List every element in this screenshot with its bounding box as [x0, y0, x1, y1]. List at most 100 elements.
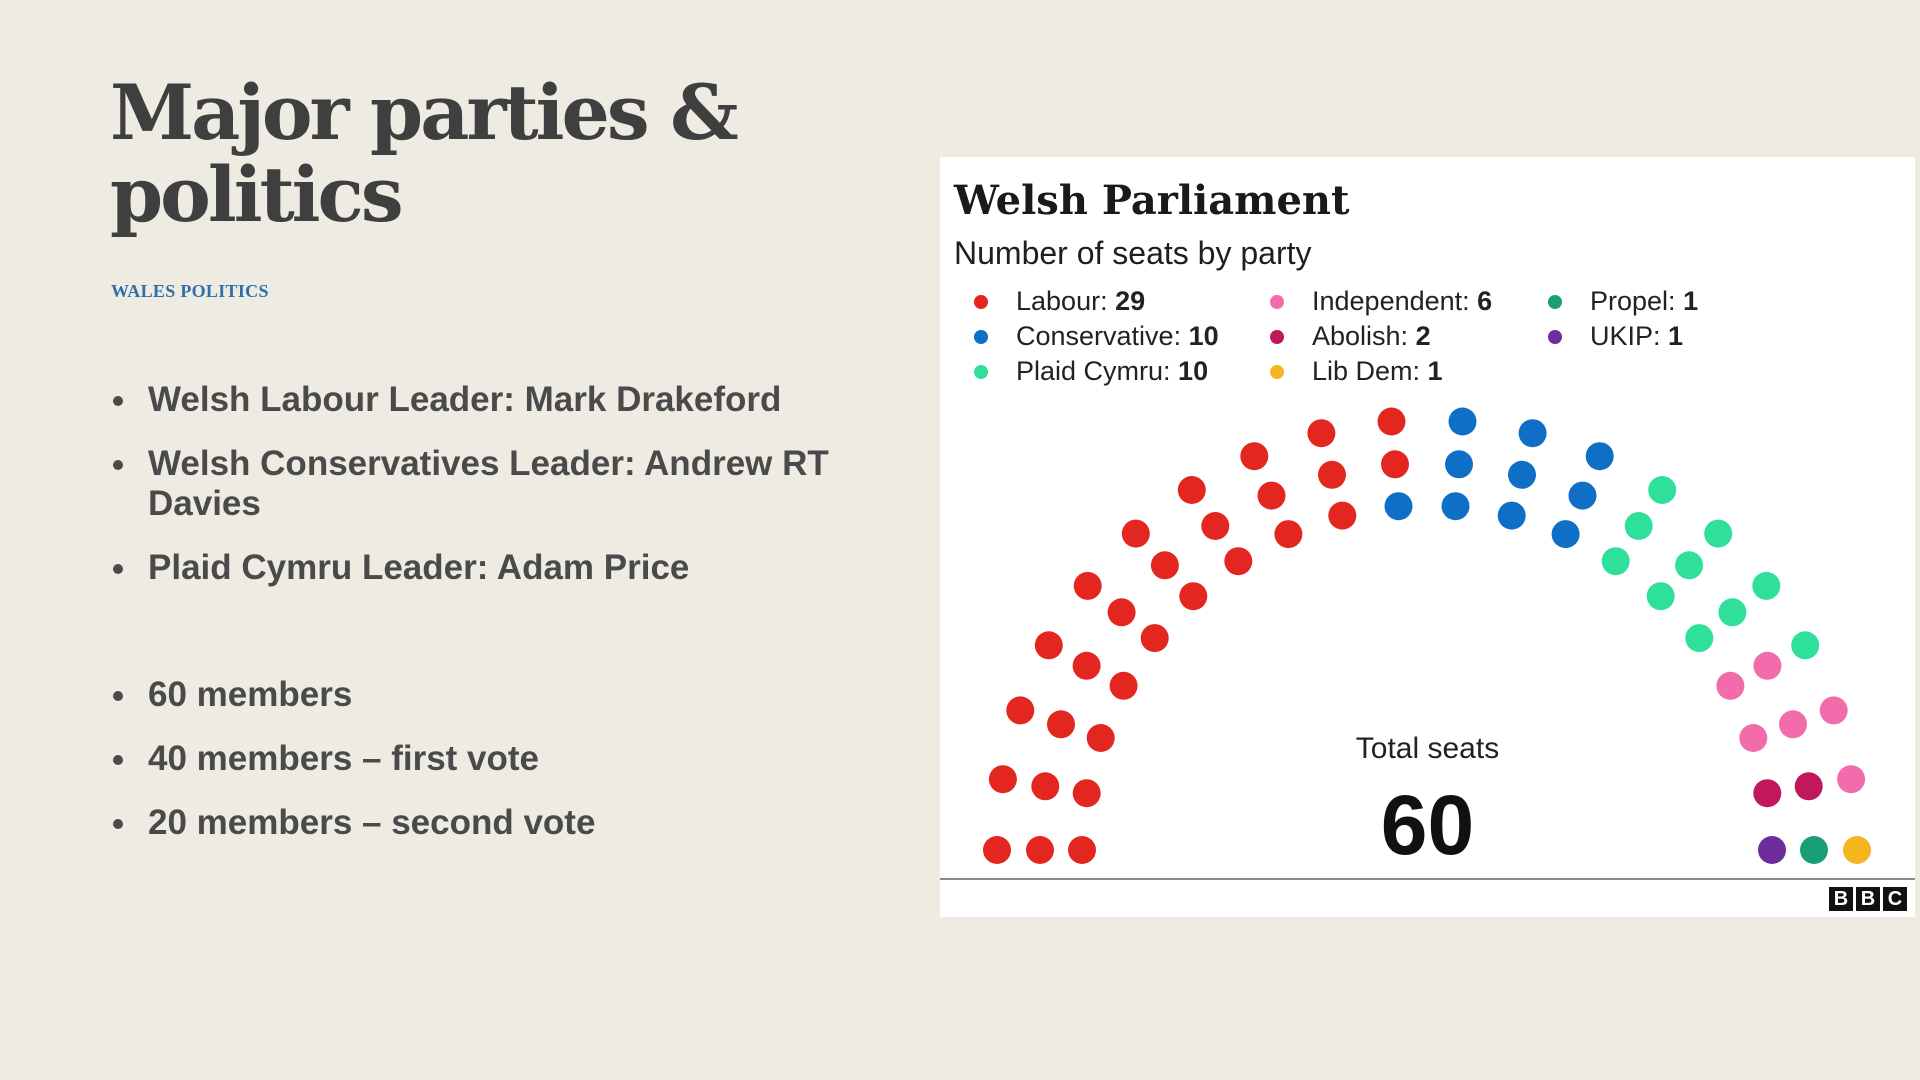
total-seats-value: 60 — [1380, 778, 1475, 872]
legend-item: Lib Dem: 1 — [1270, 354, 1492, 389]
seat-marker — [1568, 481, 1597, 510]
seat-marker — [1150, 551, 1179, 580]
list-item: 40 members – first vote — [110, 739, 830, 779]
seat-marker — [1648, 476, 1677, 504]
legend-seat-count: 1 — [1668, 321, 1684, 351]
seat-marker — [1224, 547, 1253, 576]
leaders-list: Welsh Labour Leader: Mark Drakeford Wels… — [110, 380, 830, 612]
seat-marker — [1274, 520, 1303, 549]
seat-marker — [1448, 407, 1477, 436]
bbc-logo-letter: B — [1856, 887, 1880, 911]
legend-party-name: Plaid Cymru: — [1016, 356, 1179, 386]
seat-marker — [1201, 512, 1230, 540]
slide-title-line-2: politics — [110, 150, 404, 239]
seat-marker — [1307, 419, 1336, 448]
total-seats-label: Total seats — [1355, 732, 1500, 765]
legend-party-name: Labour: — [1016, 286, 1116, 316]
seat-marker — [1109, 671, 1138, 700]
seat-marker — [1837, 765, 1866, 794]
legend-item: Conservative: 10 — [974, 319, 1219, 354]
seat-marker — [1752, 571, 1781, 600]
legend-seat-count: 10 — [1178, 356, 1209, 386]
seat-marker — [1257, 481, 1286, 510]
chart-baseline — [940, 878, 1915, 880]
legend-item: Abolish: 2 — [1270, 319, 1492, 354]
seat-marker — [1031, 772, 1060, 801]
legend-dot-icon — [1270, 330, 1284, 344]
seat-marker — [1441, 492, 1470, 521]
seat-marker — [1072, 651, 1101, 680]
list-item: 20 members – second vote — [110, 803, 830, 843]
legend-dot-icon — [1548, 295, 1562, 309]
parliament-chart-card: Welsh Parliament Number of seats by part… — [940, 157, 1915, 917]
seat-marker — [1034, 631, 1063, 660]
legend-item: Labour: 29 — [974, 284, 1219, 319]
seat-marker — [1518, 419, 1547, 448]
list-item: Plaid Cymru Leader: Adam Price — [110, 548, 830, 588]
seat-marker — [1675, 551, 1704, 580]
seat-marker — [1140, 624, 1169, 653]
seat-marker — [1047, 710, 1075, 739]
seat-marker — [1819, 696, 1848, 725]
seat-marker — [1704, 519, 1733, 548]
seat-marker — [1072, 779, 1101, 808]
list-item: 60 members — [110, 675, 830, 715]
seat-marker — [1753, 651, 1782, 680]
seat-marker — [1508, 460, 1536, 489]
seat-marker — [1624, 512, 1653, 540]
section-tag: WALES POLITICS — [111, 281, 269, 301]
parliament-seat-chart — [983, 407, 1871, 864]
seat-marker — [1716, 671, 1745, 700]
seat-marker — [1685, 624, 1714, 653]
seat-marker — [1843, 836, 1871, 864]
seat-marker — [988, 765, 1017, 794]
bbc-logo: B B C — [1829, 887, 1907, 911]
seat-marker — [1718, 598, 1747, 627]
seat-marker — [1328, 501, 1357, 530]
seat-marker — [1384, 492, 1413, 521]
legend-party-name: Conservative: — [1016, 321, 1189, 351]
bbc-logo-letter: C — [1883, 887, 1907, 911]
seat-marker — [1179, 582, 1208, 611]
seat-marker — [1107, 598, 1136, 627]
legend-seat-count: 1 — [1427, 356, 1443, 386]
legend-dot-icon — [974, 365, 988, 379]
legend-party-name: Independent: — [1312, 286, 1478, 316]
list-item: Welsh Conservatives Leader: Andrew RT Da… — [110, 444, 830, 524]
seat-marker — [1753, 779, 1782, 808]
seat-marker — [1073, 571, 1102, 600]
legend-item: Propel: 1 — [1548, 284, 1698, 319]
seat-marker — [1381, 450, 1409, 479]
legend-dot-icon — [1270, 365, 1284, 379]
seat-marker — [1758, 836, 1786, 864]
legend-column: Independent: 6 Abolish: 2 Lib Dem: 1 — [1270, 284, 1492, 389]
slide-title: Major parties & politics — [110, 72, 870, 236]
seat-marker — [1497, 501, 1526, 530]
seat-marker — [983, 836, 1011, 864]
seat-marker — [1445, 450, 1473, 479]
seat-marker — [1068, 836, 1096, 864]
seat-marker — [1779, 710, 1807, 739]
legend-party-name: Propel: — [1590, 286, 1684, 316]
legend-dot-icon — [1548, 330, 1562, 344]
seat-marker — [1318, 460, 1346, 489]
seat-marker — [1601, 547, 1630, 576]
seat-marker — [1121, 519, 1150, 548]
seat-marker — [1377, 407, 1406, 436]
legend-seat-count: 2 — [1415, 321, 1431, 351]
legend-dot-icon — [1270, 295, 1284, 309]
legend-party-name: Abolish: — [1312, 321, 1416, 351]
bbc-logo-letter: B — [1829, 887, 1853, 911]
slide-title-line-1: Major parties & — [110, 68, 739, 157]
seat-marker — [1794, 772, 1823, 801]
legend-item: UKIP: 1 — [1548, 319, 1698, 354]
legend-seat-count: 6 — [1477, 286, 1493, 316]
legend-seat-count: 10 — [1188, 321, 1219, 351]
seat-marker — [1800, 836, 1828, 864]
list-item: Welsh Labour Leader: Mark Drakeford — [110, 380, 830, 420]
legend-party-name: UKIP: — [1590, 321, 1669, 351]
chart-title: Welsh Parliament — [954, 177, 1350, 224]
seat-marker — [1791, 631, 1820, 660]
legend-column: Propel: 1 UKIP: 1 — [1548, 284, 1698, 354]
chart-subtitle: Number of seats by party — [954, 235, 1312, 271]
